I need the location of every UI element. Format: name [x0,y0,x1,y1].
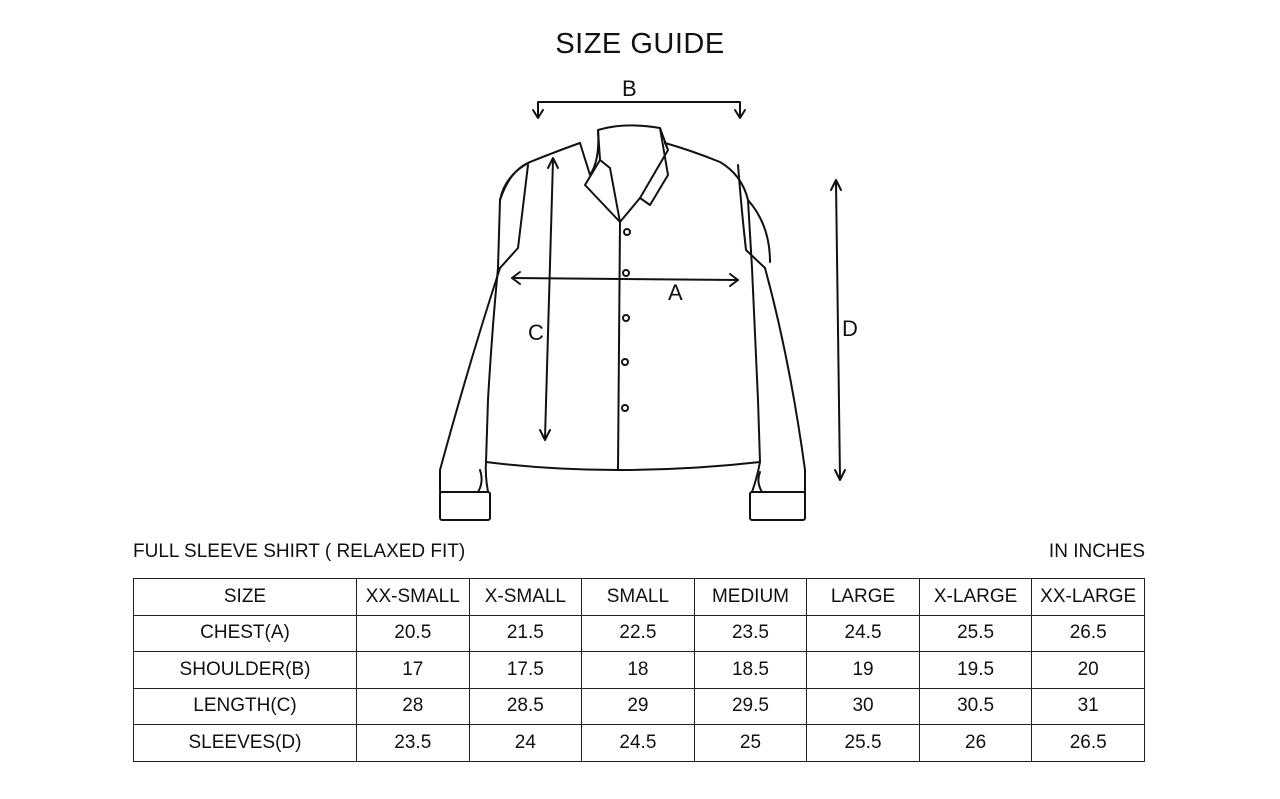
table-cell: 20 [1031,651,1145,689]
measurement-arrows [511,101,846,481]
measurement-label-cell: CHEST(A) [133,614,357,652]
label-b: B [622,76,637,101]
table-cell: 29.5 [693,687,808,725]
table-cell: 28 [356,687,470,725]
table-cell: 24.5 [581,724,695,762]
header-cell: LARGE [806,578,920,616]
table-row: SLEEVES(D) 23.5 24 24.5 25 25.5 26 26.5 [133,724,1145,762]
page-title: SIZE GUIDE [555,28,725,60]
table-header-row: SIZE XX-SMALL X-SMALL SMALL MEDIUM LARGE X-LAR… [133,578,1145,616]
shirt-diagram: B A C D [439,76,858,521]
table-cell: 22.5 [581,614,695,652]
table-cell: 30 [806,687,920,725]
table-cell: 30.5 [918,687,1033,725]
header-cell: MEDIUM [693,578,808,616]
units-label: IN INCHES [1048,541,1145,562]
shirt-outline [439,124,806,521]
table-cell: 26.5 [1031,724,1145,762]
table-cell: 24.5 [806,614,920,652]
table-cell: 19.5 [918,651,1033,689]
header-cell: XX-SMALL [356,578,470,616]
product-subtitle: FULL SLEEVE SHIRT ( RELAXED FIT) [133,541,466,562]
table-cell: 26 [918,724,1033,762]
header-cell: XX-LARGE [1031,578,1145,616]
measurement-label-cell: SHOULDER(B) [133,651,357,689]
table-cell: 23.5 [693,614,808,652]
table-cell: 17.5 [468,651,583,689]
table-cell: 25 [693,724,808,762]
measurement-label-cell: LENGTH(C) [133,687,357,725]
table-cell: 26.5 [1031,614,1145,652]
table-cell: 23.5 [356,724,470,762]
size-table: SIZE XX-SMALL X-SMALL SMALL MEDIUM LARGE X-LAR… [133,578,1145,762]
table-cell: 25.5 [806,724,920,762]
label-c: C [528,320,544,345]
table-row: SHOULDER(B) 17 17.5 18 18.5 19 19.5 20 [133,651,1145,689]
header-cell: SIZE [133,578,357,616]
header-cell: X-LARGE [918,578,1033,616]
table-cell: 18 [581,651,695,689]
label-d: D [842,316,858,341]
header-cell: X-SMALL [468,578,583,616]
table-row: CHEST(A) 20.5 21.5 22.5 23.5 24.5 25.5 26.5 [133,614,1145,652]
table-cell: 19 [806,651,920,689]
table-cell: 24 [468,724,583,762]
measurement-label-cell: SLEEVES(D) [133,724,357,762]
table-cell: 20.5 [356,614,470,652]
table-cell: 29 [581,687,695,725]
table-cell: 18.5 [693,651,808,689]
header-cell: SMALL [581,578,695,616]
table-cell: 17 [356,651,470,689]
label-a: A [668,280,683,305]
table-row: LENGTH(C) 28 28.5 29 29.5 30 30.5 31 [133,687,1145,725]
table-cell: 28.5 [468,687,583,725]
table-cell: 25.5 [918,614,1033,652]
table-cell: 21.5 [468,614,583,652]
table-cell: 31 [1031,687,1145,725]
